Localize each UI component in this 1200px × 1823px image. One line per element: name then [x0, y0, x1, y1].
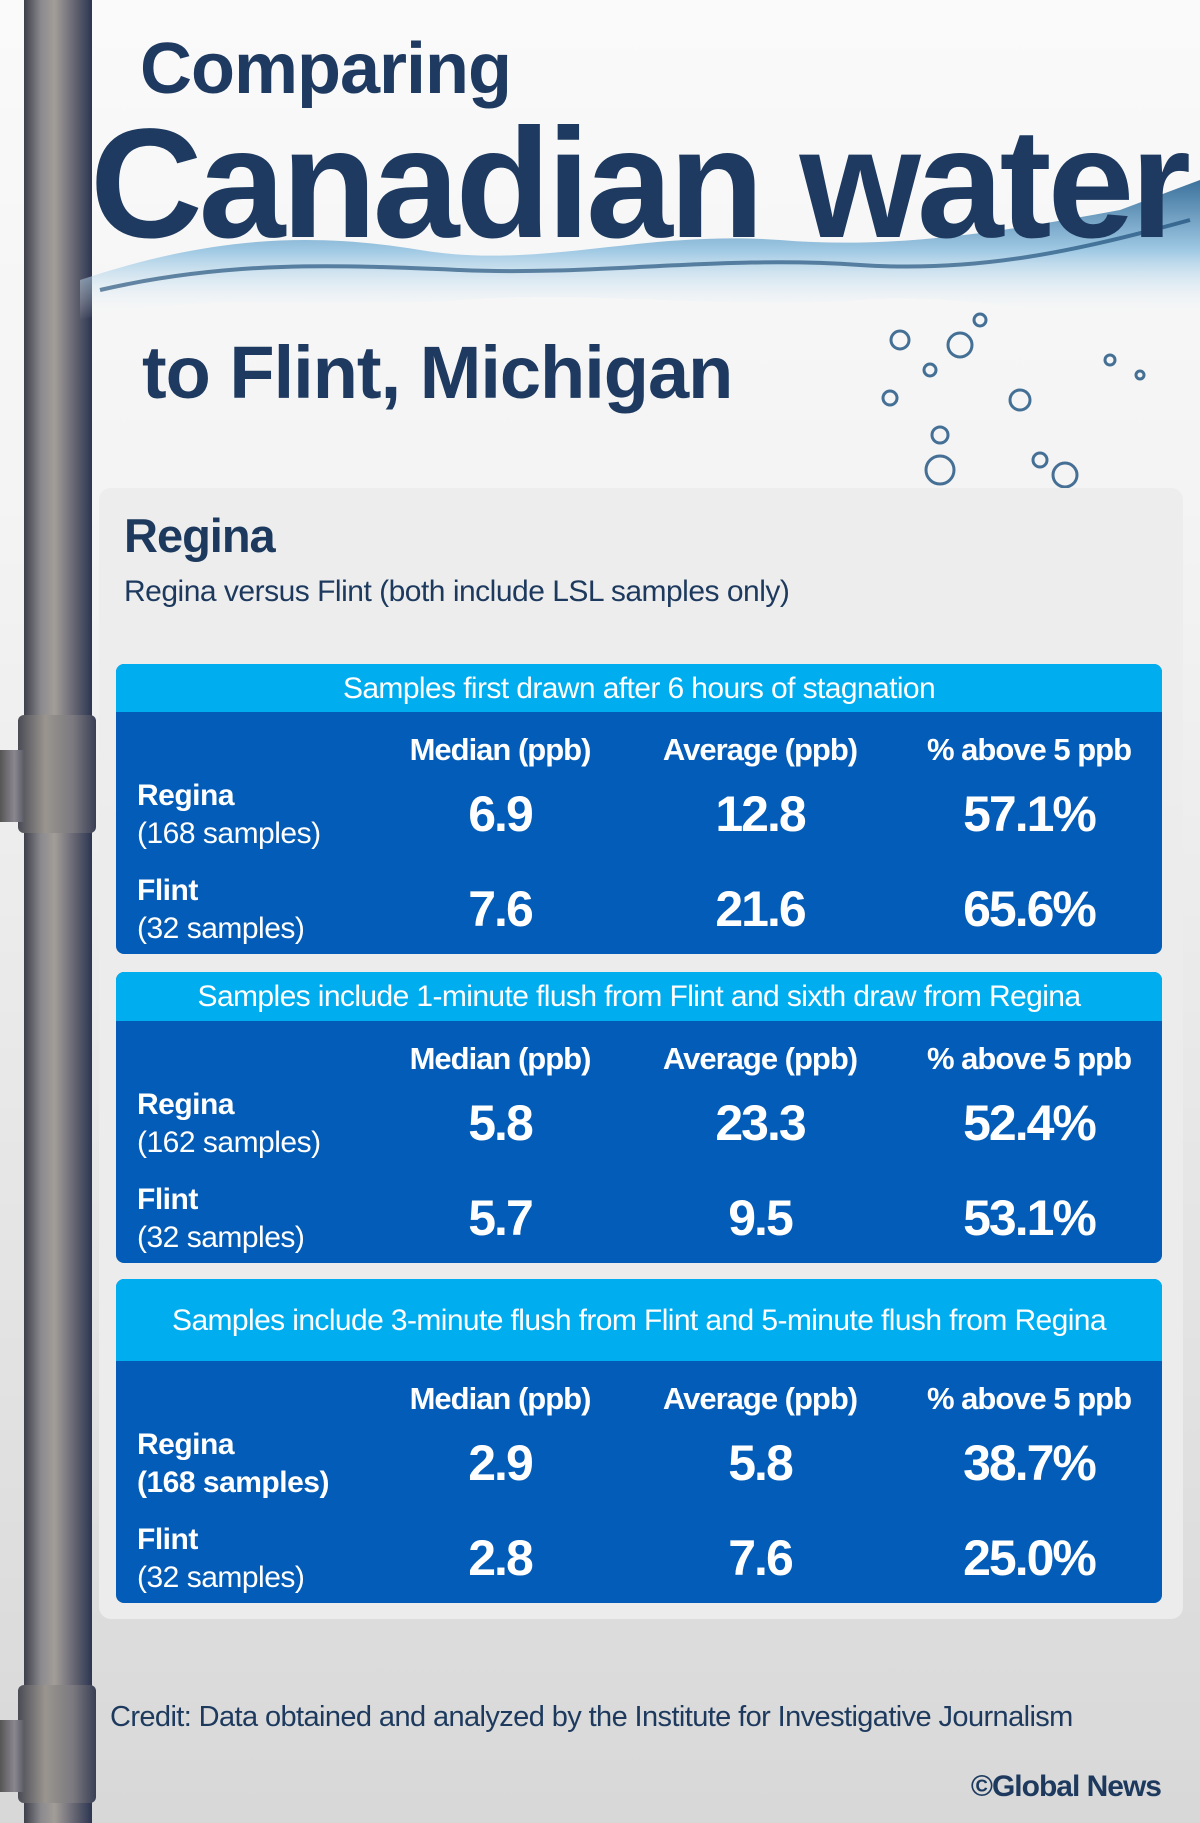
title-line-3: to Flint, Michigan [142, 331, 733, 414]
table-row-label: Flint (32 samples) [137, 1521, 305, 1597]
column-header: % above 5 ppb [926, 1041, 1132, 1076]
column-header: % above 5 ppb [926, 732, 1132, 767]
row-sample-count: (32 samples) [137, 1221, 305, 1254]
row-name: Flint [137, 1523, 198, 1556]
value-median: 5.7 [468, 1190, 534, 1246]
title-line-1: Comparing [140, 29, 512, 109]
column-header: Median (ppb) [409, 1041, 592, 1076]
value-pct: 25.0% [963, 1530, 1097, 1586]
table-heading: Samples include 1-minute flush from Flin… [116, 972, 1162, 1021]
value-average: 23.3 [715, 1095, 806, 1151]
comparison-table: Samples include 1-minute flush from Flin… [116, 972, 1162, 1263]
comparison-table: Samples include 3-minute flush from Flin… [116, 1279, 1162, 1603]
column-header: % above 5 ppb [926, 1381, 1132, 1416]
value-average: 12.8 [715, 786, 806, 842]
value-pct: 53.1% [963, 1190, 1097, 1246]
table-row-label: Regina (168 samples) [137, 1426, 329, 1502]
table-row-label: Flint (32 samples) [137, 1181, 305, 1257]
table-heading: Samples include 3-minute flush from Flin… [116, 1279, 1162, 1361]
column-header: Median (ppb) [409, 732, 592, 767]
value-pct: 38.7% [963, 1435, 1097, 1491]
value-median: 2.9 [468, 1435, 534, 1491]
value-pct: 52.4% [963, 1095, 1097, 1151]
column-header: Median (ppb) [409, 1381, 592, 1416]
table-row-label: Regina (162 samples) [137, 1086, 321, 1162]
row-sample-count: (168 samples) [137, 1466, 329, 1499]
column-header: Average (ppb) [662, 1381, 858, 1416]
row-name: Regina [137, 779, 235, 812]
copyright-text: ©Global News [970, 1770, 1162, 1803]
value-pct: 57.1% [963, 786, 1097, 842]
title-line-2: Canadian water [90, 97, 1191, 271]
row-name: Flint [137, 1183, 198, 1216]
value-average: 5.8 [728, 1435, 794, 1491]
table-row-label: Flint (32 samples) [137, 872, 305, 948]
row-sample-count: (168 samples) [137, 817, 321, 850]
value-average: 21.6 [715, 881, 806, 937]
value-average: 9.5 [728, 1190, 794, 1246]
value-pct: 65.6% [963, 881, 1097, 937]
pipe-joint [18, 715, 96, 833]
pipe-stub [0, 750, 24, 822]
comparison-table: Samples first drawn after 6 hours of sta… [116, 664, 1162, 954]
row-name: Regina [137, 1088, 235, 1121]
water-splash-illustration [80, 180, 1200, 489]
row-name: Regina [137, 1428, 235, 1461]
row-sample-count: (32 samples) [137, 912, 305, 945]
pipe-joint [18, 1685, 96, 1803]
row-sample-count: (32 samples) [137, 1561, 305, 1594]
value-median: 2.8 [468, 1530, 534, 1586]
table-heading: Samples first drawn after 6 hours of sta… [116, 664, 1162, 712]
value-median: 5.8 [468, 1095, 534, 1151]
section-title: Regina [124, 509, 276, 562]
row-sample-count: (162 samples) [137, 1126, 321, 1159]
column-header: Average (ppb) [662, 732, 858, 767]
table-row-label: Regina (168 samples) [137, 777, 321, 853]
value-average: 7.6 [728, 1530, 794, 1586]
row-name: Flint [137, 874, 198, 907]
value-median: 7.6 [468, 881, 534, 937]
pipe-stub [0, 1720, 24, 1792]
credit-text: Credit: Data obtained and analyzed by th… [110, 1701, 1073, 1733]
section-subtitle: Regina versus Flint (both include LSL sa… [124, 575, 790, 608]
column-header: Average (ppb) [662, 1041, 858, 1076]
value-median: 6.9 [468, 786, 534, 842]
